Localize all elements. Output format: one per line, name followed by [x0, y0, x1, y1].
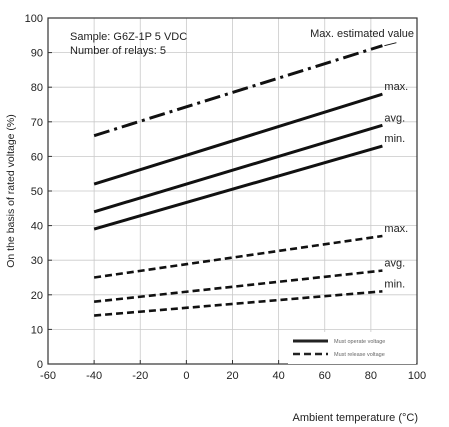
y-tick-label: 90 — [31, 48, 43, 60]
x-tick-label: 40 — [273, 370, 285, 382]
y-tick-label: 20 — [31, 290, 43, 302]
x-tick-label: 80 — [365, 370, 377, 382]
legend-operate-label: Must operate voltage — [334, 339, 385, 345]
y-tick-label: 40 — [31, 221, 43, 233]
sample-label: Sample: G6Z-1P 5 VDC — [70, 31, 187, 43]
y-tick-label: 0 — [37, 359, 43, 371]
y-tick-label: 80 — [31, 82, 43, 94]
x-tick-label: -60 — [40, 370, 56, 382]
x-axis-label: Ambient temperature (°C) — [293, 412, 418, 424]
series-line-operate — [93, 144, 383, 231]
x-tick-label: -20 — [132, 370, 148, 382]
series-line-release — [94, 290, 383, 317]
series-label: min. — [384, 133, 405, 145]
series-label: max. — [384, 223, 408, 235]
grid — [47, 17, 418, 365]
series-line-release — [93, 269, 383, 304]
ticks — [47, 17, 418, 365]
y-tick-label: 50 — [31, 186, 43, 198]
x-tick-label: 60 — [319, 370, 331, 382]
y-tick-label: 70 — [31, 117, 43, 129]
relays-label: Number of relays: 5 — [70, 45, 166, 57]
y-axis-label: On the basis of rated voltage (%) — [5, 114, 17, 268]
legend-release-label: Must release voltage — [334, 352, 385, 358]
estimate-leader — [384, 42, 397, 47]
series-layer — [93, 42, 397, 317]
y-tick-label: 100 — [25, 13, 43, 25]
y-tick-label: 60 — [31, 151, 43, 163]
series-line-estimated — [93, 44, 383, 138]
series-label: max. — [384, 81, 408, 93]
series-line-release — [93, 234, 383, 279]
labels: -60 -40 -20 0 20 40 60 80 100 0 10 20 30 40 50 60 70 80 90… — [25, 13, 427, 382]
x-tick-label: 20 — [226, 370, 238, 382]
series-label: min. — [384, 278, 405, 290]
x-tick-label: 100 — [408, 370, 426, 382]
series-line-operate — [93, 123, 383, 214]
legend-box — [288, 332, 416, 364]
series-label: avg. — [384, 112, 405, 124]
y-tick-label: 30 — [31, 255, 43, 267]
series-label: Max. estimated value — [310, 28, 414, 40]
series-line-operate — [93, 92, 383, 186]
series-label: avg. — [384, 258, 405, 270]
y-tick-label: 10 — [31, 324, 43, 336]
x-tick-label: 0 — [183, 370, 189, 382]
x-tick-label: -40 — [86, 370, 102, 382]
